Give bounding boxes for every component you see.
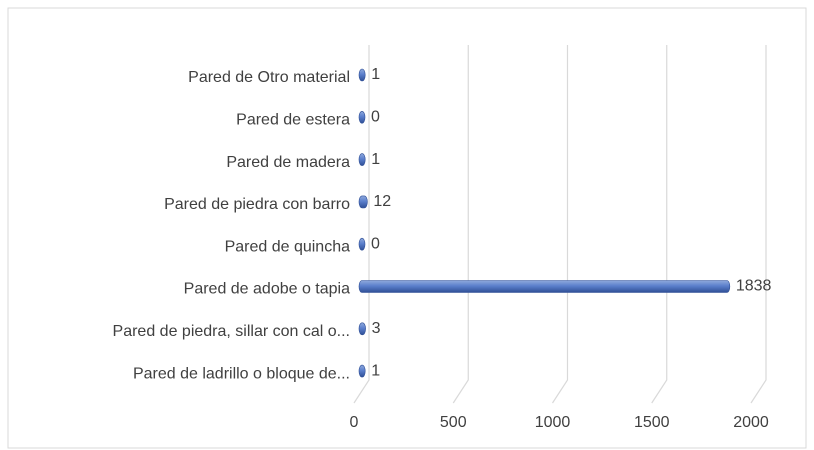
y-tick-label: Pared de madera xyxy=(226,154,350,171)
grid-line xyxy=(651,45,668,404)
y-tick-label: Pared de ladrillo o bloque de... xyxy=(133,365,350,382)
x-tick-label: 500 xyxy=(440,414,467,431)
bar xyxy=(358,153,366,166)
y-tick-label: Pared de estera xyxy=(236,112,350,129)
chart-border xyxy=(7,7,807,449)
data-label: 1 xyxy=(371,362,380,379)
bar xyxy=(358,364,366,378)
grid-line xyxy=(452,45,469,404)
x-tick-label: 1000 xyxy=(535,414,571,431)
y-tick-label: Pared de adobe o tapia xyxy=(184,281,350,298)
grid-line xyxy=(551,45,569,404)
x-tick-label: 0 xyxy=(350,414,359,431)
x-tick-label: 1500 xyxy=(634,414,670,431)
data-label: 3 xyxy=(372,320,381,337)
bar xyxy=(358,237,366,251)
grid-line xyxy=(353,45,370,404)
data-label: 12 xyxy=(373,193,391,210)
data-label: 1 xyxy=(371,66,380,83)
data-label: 1838 xyxy=(736,278,772,295)
y-tick-label: Pared de piedra, sillar con cal o... xyxy=(113,323,350,340)
data-label: 1 xyxy=(371,151,380,168)
y-tick-label: Pared de piedra con barro xyxy=(164,196,350,213)
bar xyxy=(358,111,366,124)
bar xyxy=(358,68,366,82)
bar xyxy=(358,195,368,209)
data-label: 0 xyxy=(371,109,380,126)
y-tick-label: Pared de quincha xyxy=(225,238,351,255)
x-tick-label: 2000 xyxy=(733,414,769,431)
grid-line xyxy=(750,45,767,404)
bar xyxy=(358,280,731,293)
bar xyxy=(358,322,366,336)
data-label: 0 xyxy=(371,235,380,252)
y-tick-label: Pared de Otro material xyxy=(188,69,350,86)
